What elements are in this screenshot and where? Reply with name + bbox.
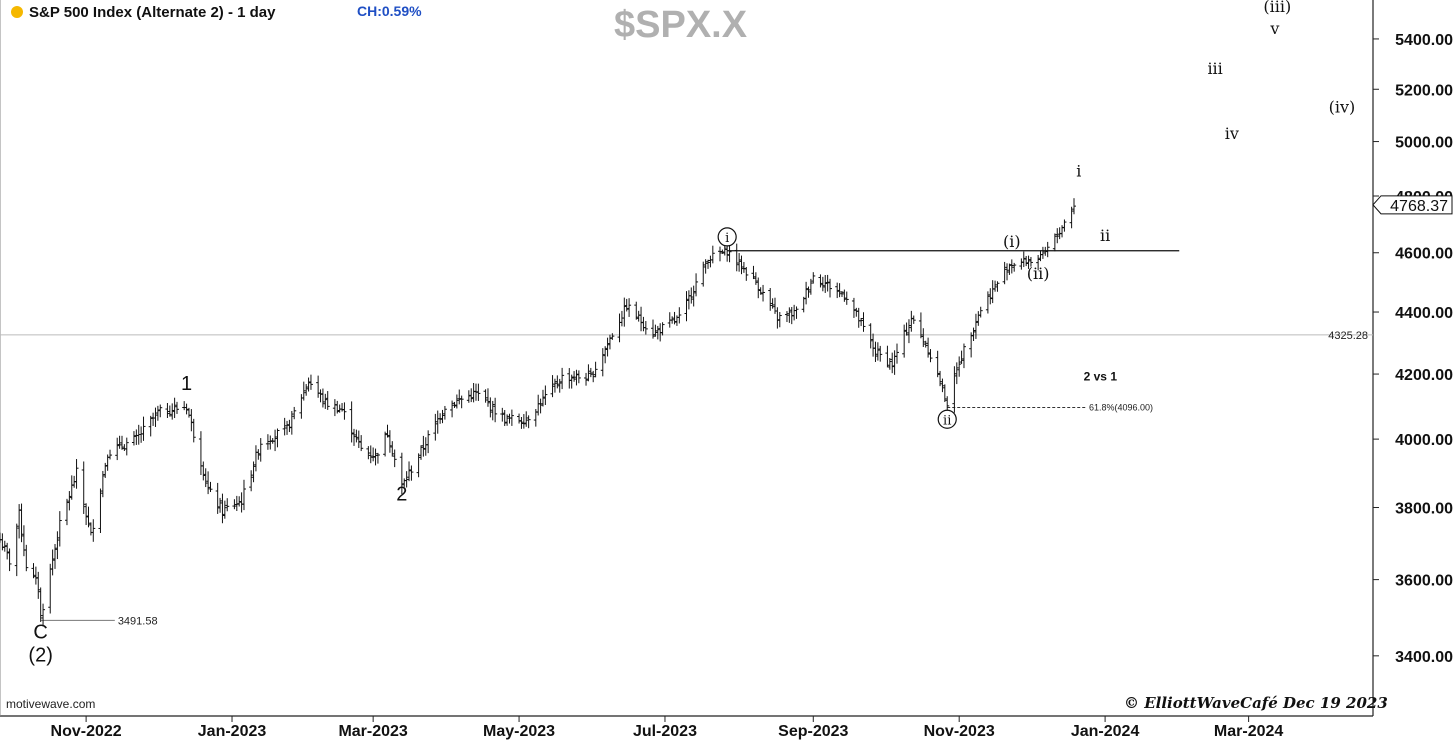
y-tick-label: 5200.00 [1395, 82, 1453, 99]
x-tick-label: Sep-2023 [778, 723, 848, 740]
wave-label: (ii) [1027, 264, 1050, 283]
x-tick-label: May-2023 [483, 723, 555, 740]
wave-label: ii [943, 413, 951, 428]
chart-title: S&P 500 Index (Alternate 2) - 1 day [29, 4, 276, 21]
y-tick-label: 3800.00 [1395, 501, 1453, 518]
y-tick-label: 4600.00 [1395, 246, 1453, 263]
change-percent: CH:0.59% [357, 3, 422, 19]
status-dot [11, 6, 23, 18]
watermark: motivewave.com [6, 697, 96, 711]
y-tick-label: 5400.00 [1395, 32, 1453, 49]
wave-label: (2) [28, 645, 52, 667]
y-tick-label: 4000.00 [1395, 432, 1453, 449]
reference-line-label: 4325.28 [1328, 330, 1368, 342]
wave-label: iii [1207, 59, 1222, 78]
x-tick-label: Jan-2024 [1071, 723, 1140, 740]
ohlc-bars [0, 198, 1077, 627]
y-tick-label: 4200.00 [1395, 367, 1453, 384]
x-tick-label: Jul-2023 [633, 723, 697, 740]
wave-label-circle [717, 227, 737, 247]
wave-label: 2 [396, 484, 407, 506]
y-tick-label: 3600.00 [1395, 573, 1453, 590]
last-price-box [1372, 195, 1453, 215]
x-tick-label: Nov-2022 [51, 723, 122, 740]
fib-level-label: 61.8%(4096.00) [1089, 402, 1153, 412]
wave-label: ii [1100, 226, 1110, 245]
x-tick-label: Mar-2023 [338, 723, 407, 740]
x-tick-label: Mar-2024 [1214, 723, 1283, 740]
wave-label: iv [1225, 124, 1239, 143]
wave-label: i [1076, 162, 1081, 181]
note-label: 2 vs 1 [1084, 369, 1118, 383]
x-tick-label: Jan-2023 [198, 723, 267, 740]
copyright: © ElliottWaveCafé Dec 19 2023 [1124, 694, 1388, 712]
wave-label: 1 [181, 373, 192, 395]
wave-label: (i) [1003, 232, 1021, 251]
y-tick-label: 4400.00 [1395, 305, 1453, 322]
last-price-tag: 4768.37 [1372, 195, 1453, 215]
y-tick-label: 3400.00 [1395, 649, 1453, 666]
ticker-symbol: $SPX.X [614, 4, 748, 46]
wave-label: i [725, 231, 729, 246]
x-tick-label: Nov-2023 [924, 723, 995, 740]
wave-label: (iii) [1263, 0, 1291, 16]
wave-label-circle [937, 409, 957, 429]
wave-label: v [1269, 19, 1279, 38]
y-tick-label: 5000.00 [1395, 135, 1453, 152]
wave-label: (iv) [1329, 98, 1356, 117]
wave-label: C [33, 621, 47, 643]
last-price-label: 4768.37 [1390, 198, 1448, 215]
low-marker-label: 3491.58 [118, 615, 158, 627]
